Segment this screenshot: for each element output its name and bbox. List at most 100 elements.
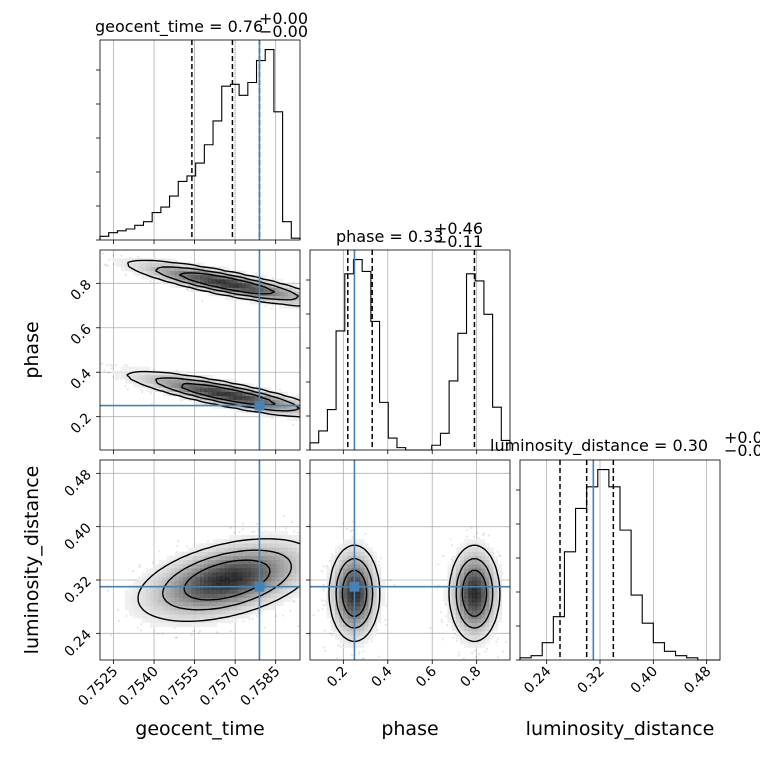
density-cell (204, 279, 209, 284)
density-cell (191, 597, 197, 602)
density-cell (266, 580, 272, 586)
density-cell (125, 366, 130, 372)
density-cell (183, 266, 188, 272)
density-cell (179, 383, 184, 388)
sample-point (350, 532, 352, 534)
sample-point (189, 399, 192, 403)
density-cell (291, 560, 297, 565)
density-cell (158, 597, 163, 602)
density-cell (250, 560, 255, 565)
density-cell (179, 262, 184, 267)
density-cell (262, 400, 267, 405)
sample-point (334, 302, 336, 304)
density-cell (133, 383, 138, 388)
sample-point (91, 258, 93, 260)
density-cell (241, 568, 247, 573)
density-cell (145, 270, 151, 276)
density-cell (187, 279, 192, 284)
density-cell (187, 589, 192, 594)
density-cell (241, 551, 247, 557)
density-cell (254, 287, 259, 292)
density-cell (179, 564, 184, 569)
density-cell (237, 555, 242, 561)
density-cell (254, 387, 259, 392)
density-cell (270, 404, 276, 409)
sample-point (229, 526, 233, 529)
density-cell (287, 304, 292, 309)
density-cell (208, 614, 213, 619)
density-cell (166, 258, 172, 263)
density-cell (175, 568, 180, 573)
density-cell (133, 262, 138, 267)
density-cell (137, 576, 142, 582)
density-cell (175, 564, 180, 569)
density-cell (287, 555, 292, 561)
density-cell (204, 391, 209, 397)
density-cell (237, 560, 242, 565)
density-cell (295, 543, 300, 548)
sample-point (347, 415, 349, 417)
density-cell (162, 614, 167, 619)
density-cell (241, 576, 247, 582)
sample-point (149, 392, 153, 395)
density-cell (266, 543, 272, 548)
density-cell (250, 404, 255, 409)
density-cell (262, 287, 267, 292)
density-cell (279, 395, 284, 401)
density-cell (241, 601, 247, 607)
y-tick-label-phase-0: 0.2 (68, 410, 95, 437)
density-cell (250, 605, 255, 611)
density-cell (262, 580, 267, 586)
density-cell (287, 295, 292, 301)
density-cell (120, 375, 126, 380)
density-cell (145, 266, 151, 272)
density-cell (208, 568, 213, 573)
density-cell (229, 535, 234, 540)
density-cell (200, 576, 205, 582)
density-cell (150, 614, 155, 619)
density-cell (125, 589, 130, 594)
density-cell (179, 379, 184, 384)
density-cell (216, 576, 222, 582)
density-cell (158, 568, 163, 573)
contour-level-1 (161, 549, 292, 611)
density-cell (195, 279, 201, 284)
density-cell (229, 568, 234, 573)
density-cell (295, 593, 300, 598)
density-cell (137, 593, 142, 598)
sample-point (117, 619, 120, 623)
density-cell (216, 618, 222, 623)
density-cell (200, 383, 205, 388)
density-cell (191, 379, 197, 384)
sample-point (302, 573, 304, 575)
density-cell (245, 287, 251, 292)
sample-point (322, 583, 325, 586)
density-cell (187, 580, 192, 586)
density-cell (275, 555, 280, 561)
sample-point (107, 371, 110, 374)
frame-geocent-time-vs-phase (99, 249, 301, 451)
density-cell (245, 547, 251, 552)
density-cell (254, 564, 259, 569)
density-cell (270, 287, 276, 292)
density-cell (162, 560, 167, 565)
sample-point (271, 304, 274, 307)
density-cell (287, 568, 292, 573)
density-cell (295, 295, 300, 301)
density-cell (254, 601, 259, 607)
sample-point (362, 657, 366, 660)
density-cell (150, 605, 155, 611)
density-cell (166, 597, 172, 602)
density-cell (241, 614, 247, 619)
density-cell (258, 539, 263, 544)
density-cell (195, 400, 201, 405)
density-cell (279, 555, 284, 561)
sample-point (140, 389, 143, 392)
density-cell (212, 589, 217, 594)
density-cell (137, 614, 142, 619)
density-content (100, 514, 352, 640)
density-cell (275, 576, 280, 582)
density-cell (170, 564, 176, 569)
density-cell (258, 530, 263, 536)
density-cell (187, 618, 192, 623)
